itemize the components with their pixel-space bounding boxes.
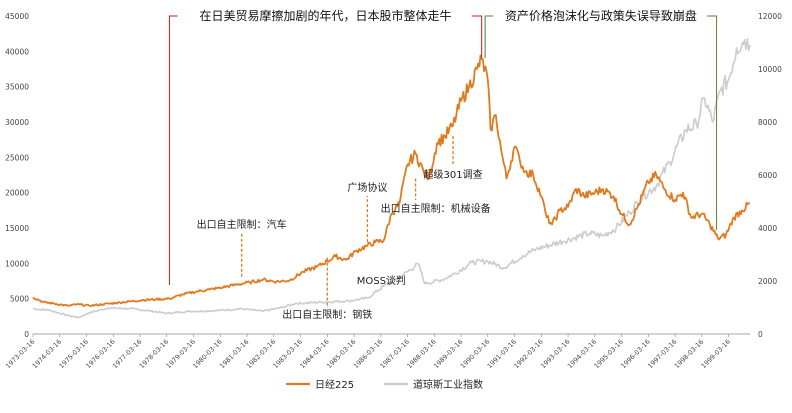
y-right-tick-label: 10000 — [758, 65, 782, 74]
y-right-tick-label: 6000 — [758, 171, 777, 180]
y-left-tick-label: 15000 — [5, 224, 29, 233]
annotation-label: 出口自主限制：钢铁 — [282, 308, 372, 321]
y-right-tick-label: 0 — [758, 330, 763, 339]
x-tick-label: 1999-03-16 — [700, 338, 732, 370]
legend-label-nikkei225: 日经225 — [315, 378, 354, 391]
y-left-tick-label: 30000 — [5, 118, 29, 127]
y-left-tick-label: 20000 — [5, 189, 29, 198]
annotation-label: 广场协议 — [347, 181, 387, 194]
bracket-right-end — [707, 15, 718, 230]
y-right-tick-label: 12000 — [758, 12, 782, 21]
y-left-tick-label: 45000 — [5, 12, 29, 21]
bracket-right-start — [484, 15, 494, 58]
annotation-label: 超级301调查 — [423, 168, 482, 181]
y-right-tick-label: 2000 — [758, 277, 777, 286]
annotation-label: 出口自主限制：机械设备 — [381, 202, 491, 215]
legend-label-dow-jones: 道琼斯工业指数 — [413, 378, 483, 391]
y-right-tick-label: 4000 — [758, 224, 777, 233]
y-left-tick-label: 25000 — [5, 153, 29, 162]
annotation-label: MOSS谈判 — [357, 274, 406, 287]
y-left-tick-label: 40000 — [5, 47, 29, 56]
y-left-tick-label: 35000 — [5, 83, 29, 92]
bracket-right-title: 资产价格泡沫化与政策失误导致崩盘 — [505, 8, 697, 23]
bracket-left-end — [471, 15, 483, 58]
y-left-tick-label: 5000 — [10, 295, 29, 304]
y-left-tick-label: 10000 — [5, 259, 29, 268]
y-right-tick-label: 8000 — [758, 118, 777, 127]
y-left-tick-label: 0 — [24, 330, 29, 339]
bracket-left-start — [168, 15, 178, 285]
series-line-dow-jones — [32, 37, 751, 319]
annotation-label: 出口自主限制：汽车 — [197, 218, 287, 231]
bracket-left-title: 在日美贸易摩擦加剧的年代，日本股市整体走牛 — [200, 8, 452, 23]
series-line-nikkei225 — [32, 54, 751, 308]
